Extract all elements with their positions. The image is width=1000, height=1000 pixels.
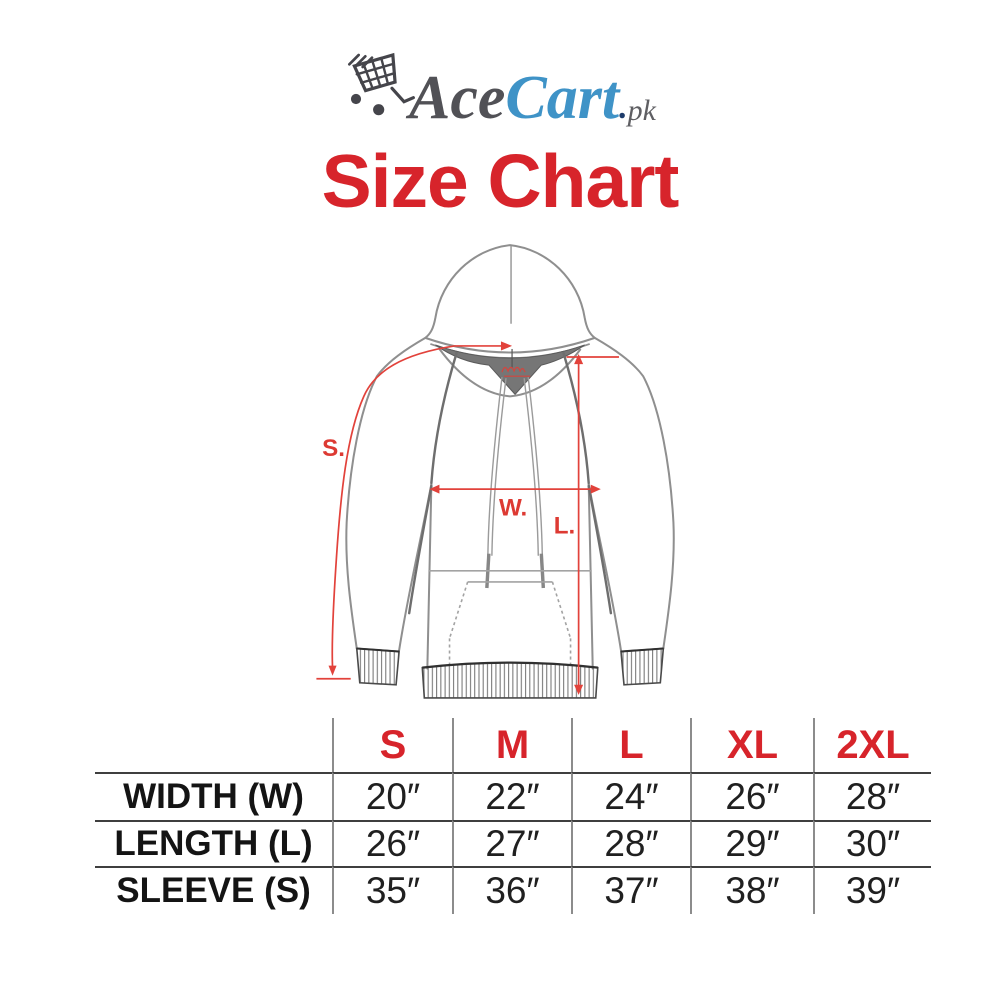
brand-cart: Cart xyxy=(505,64,620,133)
width-label: W. xyxy=(499,494,527,521)
length-value-s: 26″ xyxy=(332,820,452,866)
seam-lines xyxy=(407,351,613,615)
length-value-xl: 29″ xyxy=(690,820,813,866)
measurement-lines xyxy=(316,345,619,687)
hood-shape xyxy=(423,244,597,359)
size-column-header-2xl: 2XL xyxy=(813,718,931,772)
table-corner-cell xyxy=(95,718,332,772)
sleeve-measure-line xyxy=(331,345,455,668)
drawstrings xyxy=(485,377,546,589)
row-label-length: LENGTH (L) xyxy=(95,820,332,866)
page-title: Size Chart xyxy=(321,139,680,223)
sleeve-value-s: 35″ xyxy=(332,866,452,914)
row-label-width: WIDTH (W) xyxy=(95,772,332,820)
sleeve-label: S. xyxy=(322,435,345,462)
hoodie-measurement-diagram: S. W. L. xyxy=(316,244,675,699)
kangaroo-pocket xyxy=(428,570,592,667)
size-column-header-l: L xyxy=(571,718,690,772)
sleeve-value-l: 37″ xyxy=(571,866,690,914)
brand-ace: Ace xyxy=(409,64,506,133)
ribbed-hem-and-cuffs xyxy=(355,647,665,699)
width-value-l: 24″ xyxy=(571,772,690,820)
length-value-2xl: 30″ xyxy=(813,820,931,866)
row-label-sleeve: SLEEVE (S) xyxy=(95,866,332,914)
length-value-l: 28″ xyxy=(571,820,690,866)
logo: Ace Cart . pk xyxy=(0,46,1000,133)
collar-shape xyxy=(438,348,582,398)
size-column-header-s: S xyxy=(332,718,452,772)
length-label: L. xyxy=(554,513,576,540)
brand-suffix-dot: . xyxy=(619,89,628,127)
width-value-s: 20″ xyxy=(332,772,452,820)
size-column-header-xl: XL xyxy=(690,718,813,772)
measurement-arrowheads xyxy=(328,341,601,695)
length-value-m: 27″ xyxy=(452,820,571,866)
hood-lining-shape xyxy=(435,344,585,396)
size-table: S M L XL 2XL WIDTH (W) 20″ 22″ 24″ 26″ 2… xyxy=(95,718,931,914)
size-column-header-m: M xyxy=(452,718,571,772)
shopping-cart-icon xyxy=(348,52,415,116)
sleeve-value-m: 36″ xyxy=(452,866,571,914)
width-value-2xl: 28″ xyxy=(813,772,931,820)
sleeve-value-2xl: 39″ xyxy=(813,866,931,914)
sleeve-value-xl: 38″ xyxy=(690,866,813,914)
brand-suffix-tld: pk xyxy=(627,94,656,127)
hood-brand-script-icon xyxy=(501,366,531,377)
width-value-xl: 26″ xyxy=(690,772,813,820)
width-value-m: 22″ xyxy=(452,772,571,820)
